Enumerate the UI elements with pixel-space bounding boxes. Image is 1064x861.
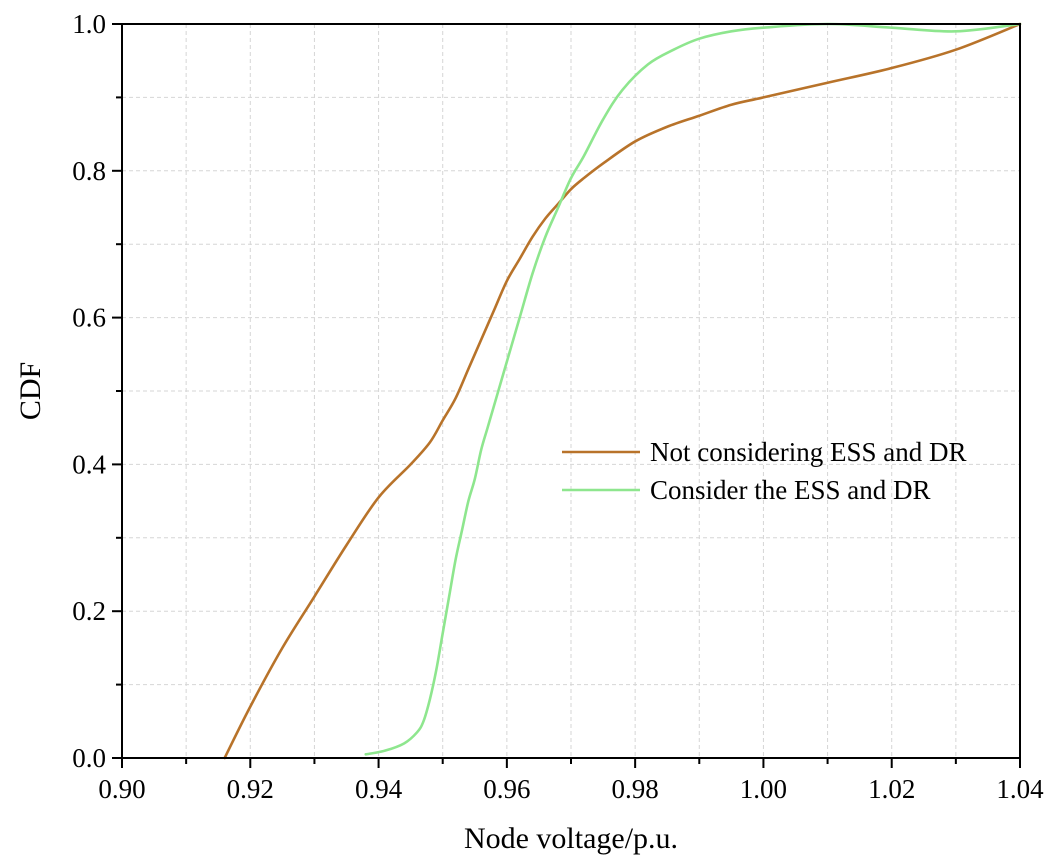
- x-tick-labels: 0.90 0.92 0.94 0.96 0.98 1.00 1.02 1.04: [98, 774, 1044, 804]
- series-line-not-considering: [223, 22, 1022, 760]
- x-tick-label: 0.96: [483, 774, 530, 804]
- axis-ticks: [112, 23, 1021, 768]
- series-line-consider: [364, 22, 1022, 756]
- series-lines: [223, 22, 1022, 760]
- legend-label-consider: Consider the ESS and DR: [650, 475, 931, 505]
- x-tick-label: 0.92: [227, 774, 274, 804]
- x-tick-label: 1.00: [740, 774, 787, 804]
- y-tick-labels: 0.0 0.2 0.4 0.6 0.8 1.0: [72, 9, 106, 773]
- x-tick-label: 0.98: [612, 774, 659, 804]
- legend-label-not-considering: Not considering ESS and DR: [650, 437, 967, 467]
- y-axis-title: CDF: [14, 362, 47, 420]
- x-tick-label: 0.94: [355, 774, 403, 804]
- y-tick-label: 0.0: [72, 743, 106, 773]
- x-tick-label: 1.02: [868, 774, 915, 804]
- x-tick-label: 0.90: [98, 774, 145, 804]
- y-tick-label: 0.2: [72, 596, 106, 626]
- y-tick-label: 0.8: [72, 156, 106, 186]
- legend: Not considering ESS and DR Consider the …: [562, 437, 967, 505]
- x-axis-title: Node voltage/p.u.: [464, 822, 678, 855]
- x-tick-label: 1.04: [996, 774, 1044, 804]
- y-tick-label: 0.4: [72, 449, 106, 479]
- y-tick-label: 1.0: [72, 9, 106, 39]
- grid-lines: [122, 24, 1020, 758]
- y-tick-label: 0.6: [72, 303, 106, 333]
